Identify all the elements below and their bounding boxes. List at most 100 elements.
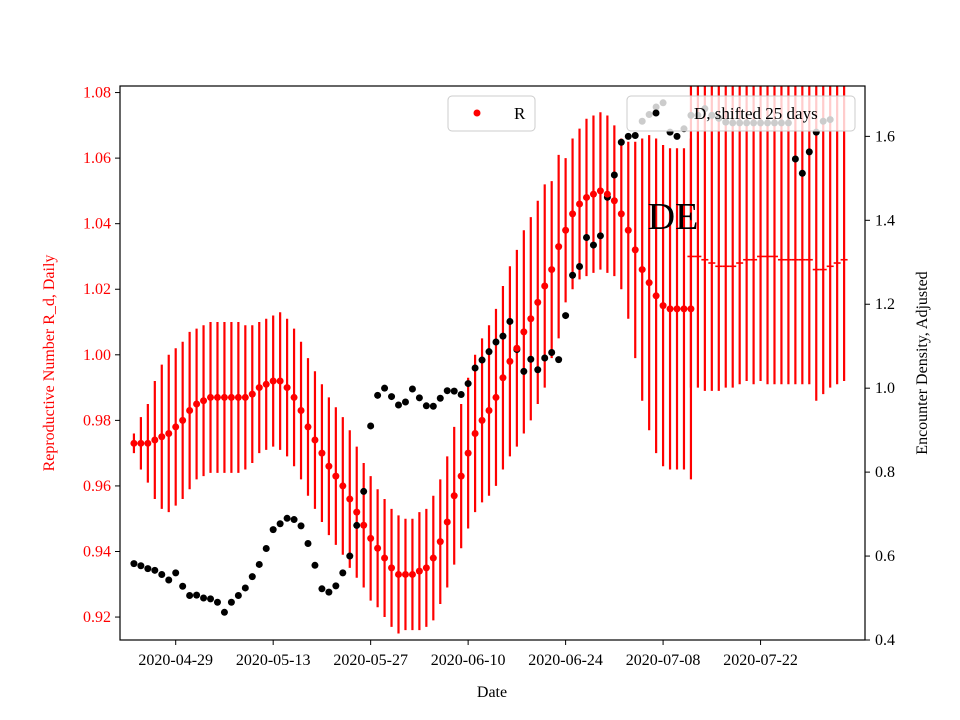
r-point [255, 384, 263, 392]
r-point [346, 495, 354, 503]
legend-d-marker [652, 109, 660, 117]
r-point [318, 449, 326, 457]
r-point [617, 210, 625, 218]
r-point [367, 534, 375, 542]
r-point [283, 384, 291, 392]
d-point [464, 380, 472, 388]
r-point [513, 344, 521, 352]
d-point [791, 155, 799, 163]
r-point [652, 292, 660, 300]
d-point [436, 394, 444, 402]
r-point [589, 190, 597, 198]
d-point [144, 565, 152, 573]
r-point [576, 200, 584, 208]
r-point [436, 538, 444, 546]
r-point [304, 423, 312, 431]
d-point [374, 391, 382, 399]
legend-r: R [447, 95, 536, 132]
r-point [151, 436, 159, 444]
r-point [645, 279, 653, 287]
x-axis: 2020-04-29 2020-05-13 2020-05-27 2020-06-10… [138, 640, 798, 669]
left-y-tick-label: 1.08 [83, 85, 111, 102]
d-point [318, 585, 326, 593]
legend-r-box [447, 95, 536, 132]
r-point [311, 436, 319, 444]
d-point [332, 582, 340, 590]
r-point [388, 564, 396, 572]
r-point [374, 544, 382, 552]
legend-d: D, shifted 25 days [626, 95, 856, 132]
r-point [262, 380, 270, 388]
x-tick-label: 2020-06-10 [431, 652, 506, 669]
right-axis-title: Encounter Density, Adjusted [914, 271, 931, 454]
r-point [464, 449, 472, 457]
d-point [227, 598, 235, 606]
d-point [492, 338, 500, 346]
r-point [144, 439, 152, 447]
r-point [687, 305, 695, 313]
d-point [193, 591, 201, 599]
left-y-axis: 0.92 0.94 0.96 0.98 1.00 1.02 1.04 1.06 1.08 [83, 85, 120, 626]
r-point [381, 554, 389, 562]
d-point [311, 561, 319, 569]
d-point [186, 592, 194, 600]
d-point [283, 514, 291, 522]
r-point [603, 190, 611, 198]
r-point [193, 400, 201, 408]
r-point [471, 429, 479, 437]
d-point [234, 592, 242, 600]
d-point [255, 560, 263, 568]
r-point [443, 518, 451, 526]
d-point [269, 526, 277, 534]
r-point [137, 439, 145, 447]
left-y-tick-label: 1.06 [83, 150, 111, 167]
x-tick-label: 2020-04-29 [138, 652, 213, 669]
r-point [241, 393, 249, 401]
r-point [186, 407, 194, 415]
r-point [130, 439, 138, 447]
r-point [450, 492, 458, 500]
d-point [798, 169, 806, 177]
r-point [555, 243, 563, 251]
r-point [213, 393, 221, 401]
right-y-tick-label: 1.4 [875, 212, 895, 229]
d-point [213, 598, 221, 606]
r-point [631, 246, 639, 254]
left-axis-title: Reproductive Number R_d, Daily [41, 255, 58, 472]
legend-d-label: D, shifted 25 days [694, 104, 818, 123]
r-point [207, 393, 215, 401]
d-point [381, 384, 389, 392]
right-y-tick-label: 0.6 [875, 548, 895, 565]
d-point [485, 348, 493, 356]
d-point [172, 569, 180, 577]
d-point [248, 573, 256, 581]
d-point [388, 393, 396, 401]
r-point [276, 377, 284, 385]
d-point [555, 356, 563, 364]
r-point [332, 472, 340, 480]
d-point [200, 594, 208, 602]
d-point [596, 232, 604, 240]
left-y-tick-label: 1.00 [83, 347, 111, 364]
d-point [582, 234, 590, 242]
d-point [589, 241, 597, 249]
r-point [624, 226, 632, 234]
x-tick-label: 2020-07-08 [626, 652, 701, 669]
legend-d-box [626, 95, 856, 132]
r-point [506, 357, 514, 365]
d-point [304, 539, 312, 547]
r-point [158, 433, 166, 441]
d-point [276, 520, 284, 528]
d-point [562, 312, 570, 320]
d-point [443, 387, 451, 395]
x-tick-label: 2020-07-22 [723, 652, 798, 669]
r-point [673, 305, 681, 313]
legend-r-label: R [514, 104, 526, 123]
r-point [534, 298, 542, 306]
r-point [562, 226, 570, 234]
d-point [478, 356, 486, 364]
d-point [207, 595, 215, 603]
d-point [151, 566, 159, 574]
d-point [408, 385, 416, 393]
r-point [485, 407, 493, 415]
